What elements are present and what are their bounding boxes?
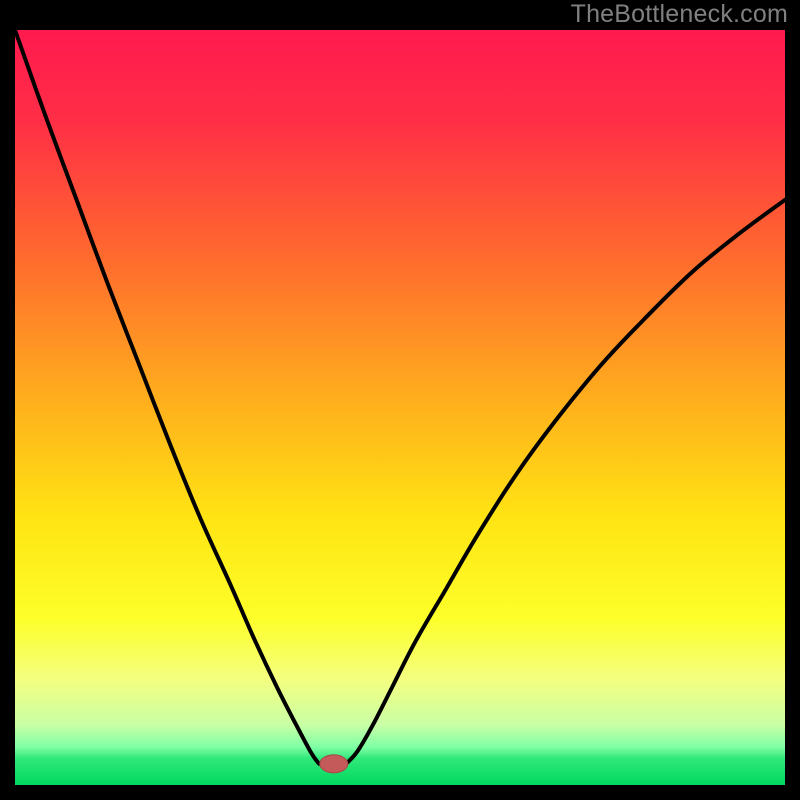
bottleneck-chart [0,0,800,800]
watermark-text: TheBottleneck.com [571,0,788,29]
optimal-point-marker [320,755,348,773]
